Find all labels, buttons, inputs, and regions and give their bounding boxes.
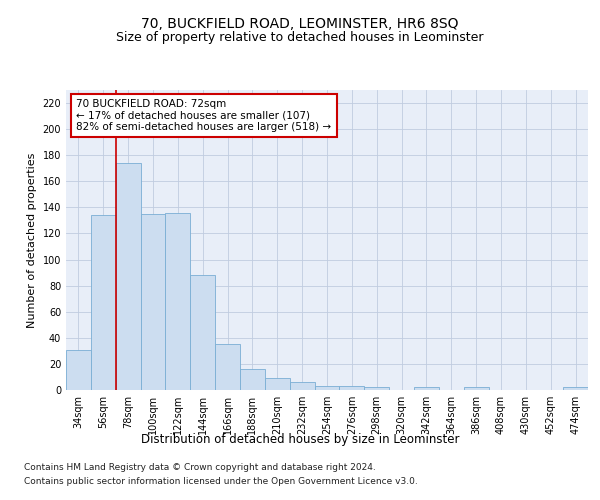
Y-axis label: Number of detached properties: Number of detached properties (27, 152, 37, 328)
Text: Distribution of detached houses by size in Leominster: Distribution of detached houses by size … (141, 432, 459, 446)
Bar (91, 215, 116, 390)
Bar (464, 388, 488, 390)
Bar (364, 388, 389, 390)
Text: 70, BUCKFIELD ROAD, LEOMINSTER, HR6 8SQ: 70, BUCKFIELD ROAD, LEOMINSTER, HR6 8SQ (141, 18, 459, 32)
Text: 70 BUCKFIELD ROAD: 72sqm
← 17% of detached houses are smaller (107)
82% of semi-: 70 BUCKFIELD ROAD: 72sqm ← 17% of detach… (76, 99, 332, 132)
Bar (66, 350, 91, 390)
Text: Contains HM Land Registry data © Crown copyright and database right 2024.: Contains HM Land Registry data © Crown c… (24, 464, 376, 472)
Bar (166, 212, 190, 390)
Bar (140, 214, 166, 390)
Bar (215, 344, 240, 390)
Bar (563, 388, 588, 390)
Bar (190, 275, 215, 390)
Bar (314, 386, 340, 390)
Bar (265, 378, 290, 390)
Text: Contains public sector information licensed under the Open Government Licence v3: Contains public sector information licen… (24, 477, 418, 486)
Bar (290, 382, 314, 390)
Bar (414, 388, 439, 390)
Text: Size of property relative to detached houses in Leominster: Size of property relative to detached ho… (116, 31, 484, 44)
Bar (340, 386, 364, 390)
Bar (116, 163, 140, 390)
Bar (240, 369, 265, 390)
